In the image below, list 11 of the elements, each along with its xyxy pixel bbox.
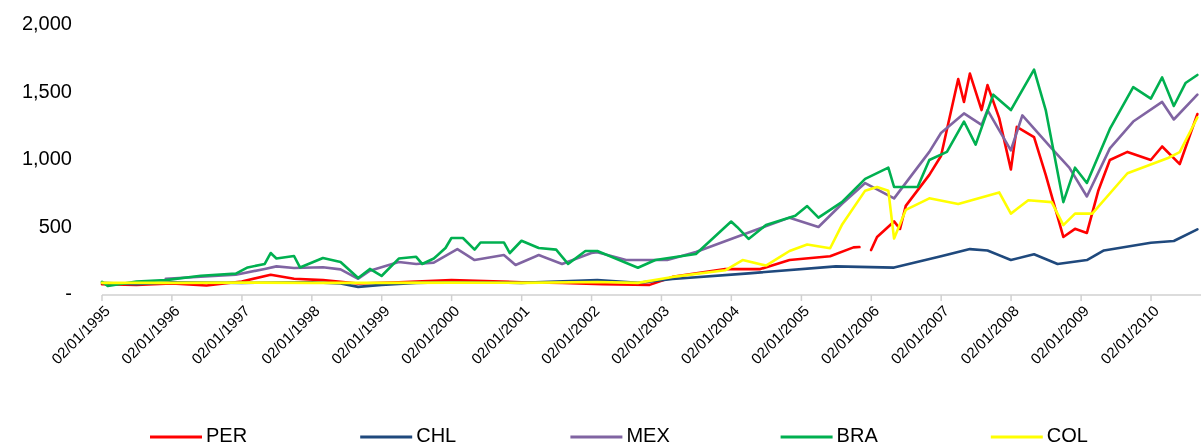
legend-label: CHL <box>416 424 457 447</box>
line-series <box>100 116 1199 285</box>
y-tick-label: - <box>65 282 72 305</box>
y-tick-label: 1,000 <box>21 147 72 170</box>
y-tick-label: 500 <box>38 214 72 237</box>
legend-label: BRA <box>836 424 879 447</box>
y-tick-label: 2,000 <box>21 12 72 35</box>
legend-label: MEX <box>626 424 670 447</box>
legend-label: PER <box>206 424 248 447</box>
y-tick-label: 1,500 <box>21 79 72 102</box>
legend-label: COL <box>1046 424 1088 447</box>
